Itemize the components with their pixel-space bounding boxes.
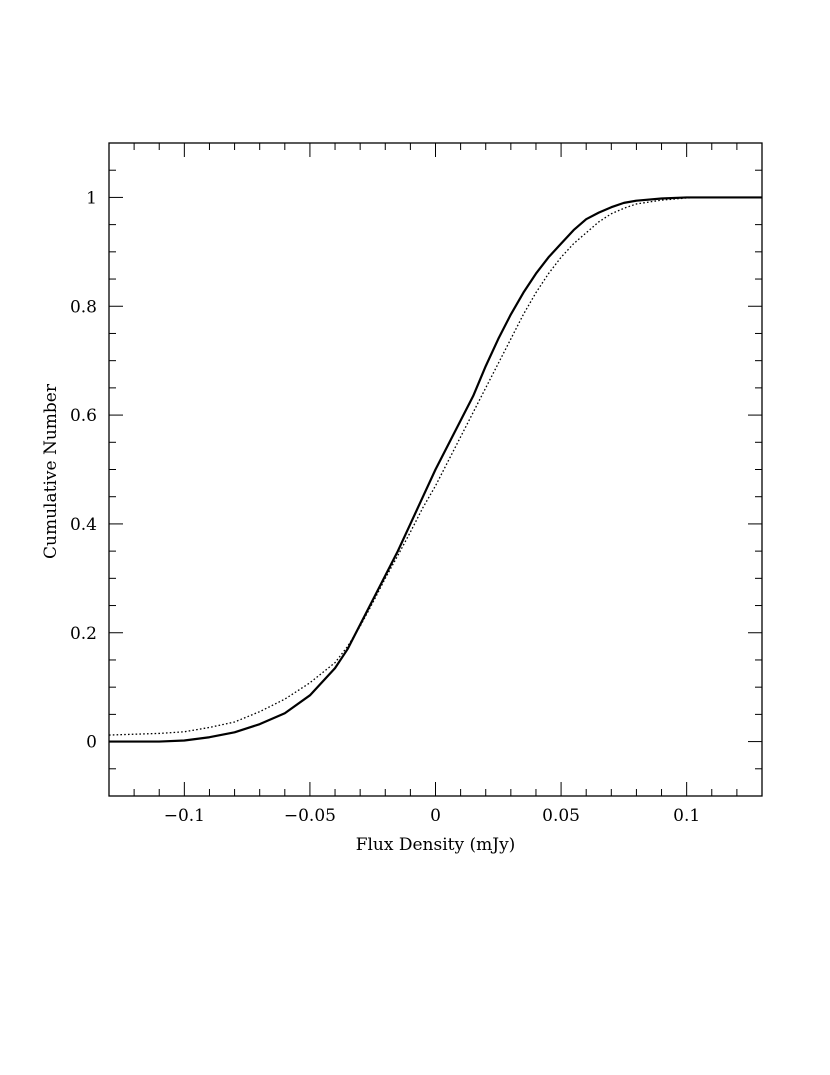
tick-labels-layer: −0.1 −0.05 0 0.05 0.1 0 0.2 0.4 0.6 0.8 1 [70, 188, 700, 826]
y-axis-label: Cumulative Number [41, 383, 61, 559]
y-tick-label: 0.4 [70, 515, 97, 535]
x-tick-label: 0.05 [542, 806, 580, 826]
plot-frame [108, 142, 763, 797]
y-tick-label: 1 [86, 188, 97, 208]
x-tick-label: −0.1 [164, 806, 205, 826]
y-tick-label: 0.8 [70, 297, 97, 317]
y-tick-label: 0.6 [70, 406, 97, 426]
y-tick-label: 0 [86, 733, 97, 753]
series-layer [108, 196, 762, 743]
dotted-curve [108, 196, 762, 736]
y-tick-label: 0.2 [70, 624, 97, 644]
x-axis-label: Flux Density (mJy) [356, 835, 516, 855]
x-tick-label: −0.05 [284, 806, 336, 826]
solid-curve [109, 196, 762, 743]
x-tick-label: 0.1 [673, 806, 700, 826]
x-tick-label: 0 [430, 806, 441, 826]
